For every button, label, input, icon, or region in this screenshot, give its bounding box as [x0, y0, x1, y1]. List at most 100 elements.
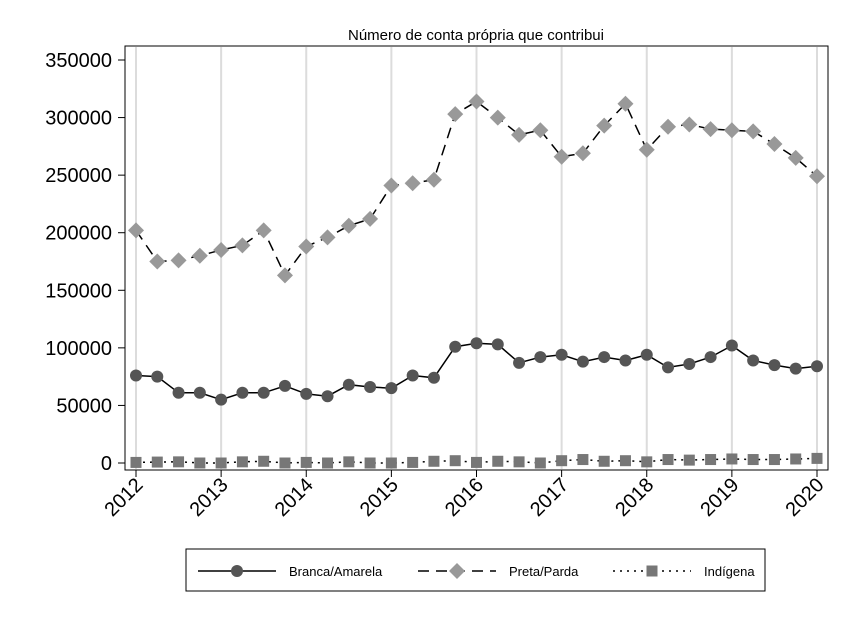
legend-item-branca-amarela: Branca/Amarela [198, 564, 383, 579]
data-point-ind-gena [747, 454, 759, 466]
data-point-ind-gena [513, 456, 525, 468]
series-layer [128, 93, 825, 469]
data-point-ind-gena [790, 453, 802, 465]
data-point-branca-amarela [193, 386, 206, 399]
data-point-ind-gena [130, 456, 142, 468]
data-point-ind-gena [811, 452, 823, 464]
data-point-preta-parda [234, 237, 251, 254]
x-tick-label: 2017 [526, 474, 573, 521]
grid-lines [135, 47, 818, 469]
x-tick-label: 2020 [782, 474, 829, 521]
data-point-preta-parda [511, 126, 528, 143]
data-point-preta-parda [574, 145, 591, 162]
data-point-ind-gena [683, 454, 695, 466]
data-point-ind-gena [279, 457, 291, 469]
data-point-branca-amarela [236, 386, 249, 399]
data-point-preta-parda [745, 123, 762, 140]
data-point-branca-amarela [725, 339, 738, 352]
data-point-branca-amarela [662, 361, 675, 374]
legend-label-ind-gena: Indígena [704, 564, 755, 579]
data-point-ind-gena [258, 455, 270, 467]
data-point-preta-parda [617, 95, 634, 112]
data-point-branca-amarela [811, 360, 823, 373]
y-tick-label: 350000 [45, 50, 112, 72]
data-point-preta-parda [489, 109, 506, 126]
data-point-ind-gena [471, 456, 482, 468]
data-point-branca-amarela [619, 354, 632, 367]
data-point-preta-parda [723, 122, 740, 139]
data-point-ind-gena [534, 457, 546, 469]
legend-label-preta-parda: Preta/Parda [509, 564, 579, 579]
data-point-branca-amarela [704, 351, 717, 364]
data-point-ind-gena [577, 454, 589, 466]
data-point-preta-parda [787, 149, 804, 166]
data-point-branca-amarela [406, 369, 419, 382]
legend-item-preta-parda: Preta/Parda [418, 563, 579, 579]
data-point-preta-parda [149, 253, 166, 270]
data-point-branca-amarela [172, 386, 185, 399]
series-line-ind-gena [135, 457, 818, 464]
y-tick-label: 250000 [45, 165, 112, 187]
legend-marker-branca-amarela [231, 565, 243, 577]
data-point-branca-amarela [491, 338, 504, 351]
data-point-branca-amarela [342, 378, 355, 391]
y-tick-label: 300000 [45, 108, 112, 130]
data-point-ind-gena [322, 457, 334, 469]
data-point-preta-parda [425, 171, 442, 188]
x-tick-label: 2018 [611, 474, 658, 521]
legend-box [185, 548, 766, 592]
data-point-branca-amarela [151, 370, 164, 383]
data-point-branca-amarela [364, 381, 377, 394]
data-point-ind-gena [428, 455, 440, 467]
data-point-preta-parda [170, 252, 187, 269]
y-tick-label: 0 [101, 453, 112, 475]
data-point-preta-parda [362, 210, 379, 227]
data-point-branca-amarela [470, 337, 483, 350]
data-point-ind-gena [662, 454, 674, 466]
data-point-ind-gena [173, 456, 185, 468]
data-point-preta-parda [638, 141, 655, 158]
data-point-branca-amarela [555, 348, 568, 361]
data-point-ind-gena [492, 455, 504, 467]
y-tick-label: 50000 [56, 395, 112, 417]
data-point-preta-parda [128, 222, 144, 239]
series-branca-amarela [130, 337, 823, 406]
data-point-preta-parda [660, 118, 677, 135]
data-point-ind-gena [598, 455, 610, 467]
data-point-ind-gena [641, 456, 653, 468]
x-tick-label: 2012 [101, 474, 148, 521]
data-point-preta-parda [809, 168, 825, 185]
data-point-ind-gena [300, 456, 312, 468]
data-point-branca-amarela [513, 356, 526, 369]
x-tick-label: 2013 [186, 474, 233, 521]
data-point-preta-parda [298, 238, 315, 255]
data-point-branca-amarela [427, 371, 440, 384]
series-ind-gena [130, 452, 823, 469]
data-point-ind-gena [556, 455, 568, 467]
chart-title: Número de conta própria que contribui [348, 27, 604, 44]
data-point-preta-parda [213, 241, 230, 258]
data-point-ind-gena [726, 453, 738, 465]
data-point-branca-amarela [747, 354, 760, 367]
data-point-branca-amarela [215, 393, 228, 406]
data-point-preta-parda [596, 117, 613, 134]
y-tick-label: 150000 [45, 280, 112, 302]
data-point-branca-amarela [534, 351, 547, 364]
data-point-preta-parda [383, 177, 400, 194]
data-point-ind-gena [343, 456, 355, 468]
data-point-preta-parda [340, 217, 357, 234]
data-point-preta-parda [468, 93, 485, 110]
data-point-ind-gena [151, 456, 163, 468]
data-point-branca-amarela [130, 369, 142, 382]
y-tick-label: 200000 [45, 223, 112, 245]
data-point-ind-gena [619, 455, 631, 467]
data-point-preta-parda [766, 136, 783, 153]
data-point-ind-gena [385, 457, 397, 469]
x-tick-label: 2015 [356, 474, 403, 521]
x-axis: 2012 2013 2014 2015 2016 2017 2018 2019 2020 [101, 470, 829, 521]
data-point-branca-amarela [321, 390, 334, 403]
y-axis: 0 50000 100000 150000 200000 250000 300000 3500… [45, 50, 125, 475]
data-point-branca-amarela [278, 379, 291, 392]
series-line-preta-parda [135, 100, 818, 277]
